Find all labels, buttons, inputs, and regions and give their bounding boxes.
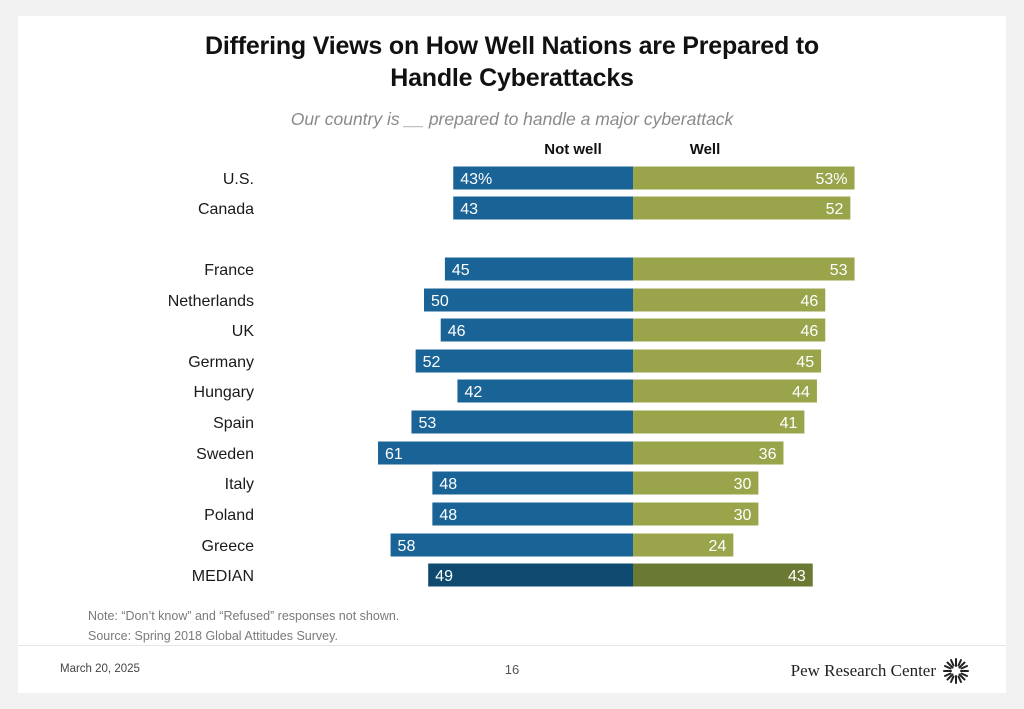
chart-subtitle: Our country is __ prepared to handle a m… xyxy=(290,109,734,129)
value-label-well: 43 xyxy=(788,568,806,585)
value-label-not-well: 42 xyxy=(464,384,482,401)
note-text: Note: “Don’t know” and “Refused” respons… xyxy=(88,609,400,623)
title-line-2: Handle Cyberattacks xyxy=(390,64,634,92)
bar-well xyxy=(633,196,851,220)
value-label-not-well: 61 xyxy=(385,446,403,463)
category-label: Netherlands xyxy=(168,293,254,310)
bar-not-well xyxy=(453,166,633,190)
value-label-well: 53 xyxy=(830,262,848,279)
bar-well xyxy=(633,349,822,373)
value-label-well: 45 xyxy=(796,354,814,371)
category-label: MEDIAN xyxy=(192,568,254,585)
bar-well xyxy=(633,441,784,465)
value-label-not-well: 49 xyxy=(435,568,453,585)
value-label-not-well: 50 xyxy=(431,293,449,310)
value-label-not-well: 48 xyxy=(439,476,457,493)
chart-title: Differing Views on How Well Nations are … xyxy=(18,30,1006,94)
slide: Differing Views on How Well Nations are … xyxy=(18,16,1006,693)
category-label: Poland xyxy=(204,507,254,524)
value-label-well: 24 xyxy=(709,538,727,555)
value-label-well: 44 xyxy=(792,384,810,401)
bar-not-well xyxy=(440,318,633,342)
category-label: Canada xyxy=(198,201,254,218)
value-label-well: 52 xyxy=(826,201,844,218)
bar-not-well xyxy=(432,471,633,495)
bar-not-well xyxy=(457,379,633,403)
bar-not-well xyxy=(415,349,633,373)
value-label-well: 30 xyxy=(734,476,752,493)
category-label: France xyxy=(204,262,254,279)
header-not-well: Not well xyxy=(544,141,602,158)
bar-well xyxy=(633,166,855,190)
bar-not-well xyxy=(428,563,633,587)
value-label-well: 53% xyxy=(816,171,848,188)
value-label-not-well: 45 xyxy=(452,262,470,279)
page-number: 16 xyxy=(504,662,520,677)
category-label: Spain xyxy=(213,415,254,432)
bar-well xyxy=(633,379,817,403)
value-label-not-well: 43% xyxy=(460,171,492,188)
category-label: Greece xyxy=(202,538,255,555)
footer-date: March 20, 2025 xyxy=(60,663,140,675)
pew-logo-icon xyxy=(943,658,969,684)
value-label-well: 30 xyxy=(734,507,752,524)
bar-not-well xyxy=(390,533,633,557)
bar-not-well xyxy=(444,257,633,281)
bar-not-well xyxy=(424,288,633,312)
category-label: UK xyxy=(232,323,255,340)
footer-divider xyxy=(18,645,1006,646)
bar-not-well xyxy=(453,196,633,220)
value-label-not-well: 52 xyxy=(423,354,441,371)
value-label-well: 46 xyxy=(800,323,818,340)
bar-well xyxy=(633,257,855,281)
bar-well xyxy=(633,410,805,434)
category-label: Germany xyxy=(188,354,254,371)
category-label: Sweden xyxy=(196,446,254,463)
brand-name: Pew Research Center xyxy=(790,661,936,680)
bar-not-well xyxy=(378,441,633,465)
value-label-not-well: 43 xyxy=(460,201,478,218)
source-text: Source: Spring 2018 Global Attitudes Sur… xyxy=(88,629,338,643)
category-label: Italy xyxy=(225,476,254,493)
bar-well xyxy=(633,533,734,557)
bar-well xyxy=(633,318,826,342)
header-well: Well xyxy=(690,141,721,158)
category-label: U.S. xyxy=(223,171,254,188)
bar-not-well xyxy=(411,410,633,434)
diverging-bar-chart: Not well Well U.S. 43% 53% Canada 43 52 France 45… xyxy=(168,141,855,587)
value-label-well: 41 xyxy=(780,415,798,432)
bar-well xyxy=(633,502,759,526)
bar-well xyxy=(633,288,826,312)
bar-not-well xyxy=(432,502,633,526)
value-label-well: 36 xyxy=(759,446,777,463)
bar-well xyxy=(633,471,759,495)
bar-well xyxy=(633,563,813,587)
brand: Pew Research Center xyxy=(791,657,970,685)
value-label-not-well: 48 xyxy=(439,507,457,524)
value-label-well: 46 xyxy=(800,293,818,310)
category-label: Hungary xyxy=(194,384,254,401)
title-line-1: Differing Views on How Well Nations are … xyxy=(204,32,819,60)
value-label-not-well: 58 xyxy=(398,538,416,555)
value-label-not-well: 46 xyxy=(448,323,466,340)
value-label-not-well: 53 xyxy=(418,415,436,432)
